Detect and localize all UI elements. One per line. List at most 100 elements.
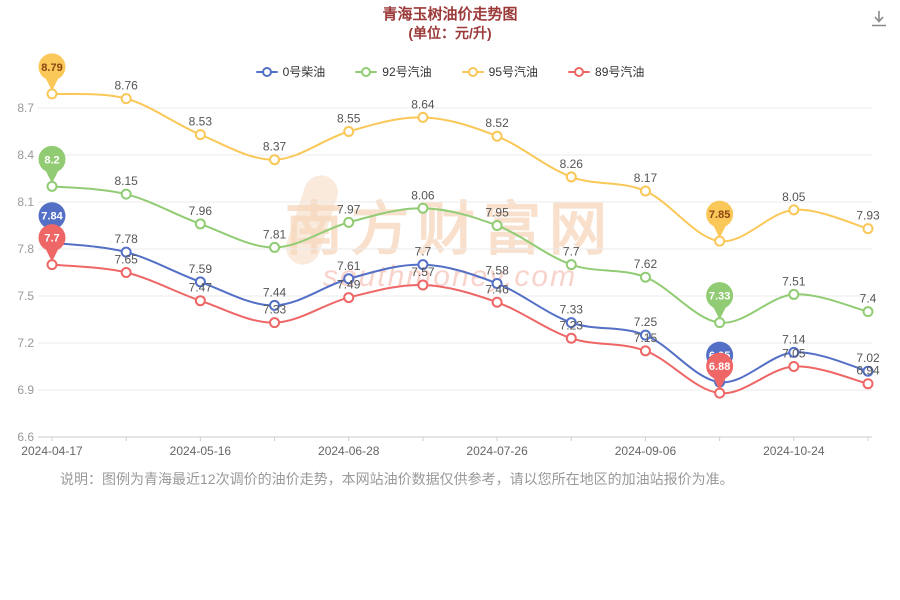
value-badge [38,224,66,252]
data-point [788,346,800,358]
data-point [417,259,429,271]
data-point [862,223,874,235]
x-axis-label: 2024-07-26 [466,444,528,458]
data-point [269,154,281,166]
series-line-0 [51,241,869,384]
data-label: 7.93 [856,209,880,223]
legend-label: 89号汽油 [595,65,645,79]
data-label: 7.44 [263,285,287,299]
download-button[interactable] [868,8,890,30]
data-point [120,246,132,258]
data-label: 8.17 [634,171,658,185]
data-label: 7.51 [782,274,806,288]
data-label: 7.57 [411,265,435,279]
series-line-3 [51,263,869,395]
data-label: 7.61 [337,259,361,273]
data-label: 7.4 [860,292,877,306]
data-point [565,171,577,183]
value-badge-tail [713,226,726,239]
data-point [194,218,206,230]
data-point [788,288,800,300]
data-label: 8.53 [189,115,213,129]
disclaimer-note: 说明：图例为青海最近12次调价的油价走势，本网站油价数据仅供参考，请以您所在地区… [60,471,734,487]
data-label: 7.33 [560,303,584,317]
legend-item-0[interactable]: 0号柴油 [255,63,325,80]
value-badge-tail [46,249,58,262]
data-label: 6.94 [856,364,880,378]
data-label: 7.47 [189,281,213,295]
y-axis-label: 7.2 [17,336,34,350]
data-label: 7.95 [485,205,509,219]
value-badge-tail [46,78,58,91]
data-point [491,277,503,289]
data-label: 7.25 [634,315,658,329]
data-label: 8.15 [115,174,139,188]
value-badge-label: 7.84 [41,211,63,223]
data-label: 7.14 [782,332,806,346]
legend-item-2[interactable]: 95号汽油 [461,63,539,80]
data-point [788,204,800,216]
x-axis-label: 2024-06-28 [318,444,380,458]
data-label: 7.05 [782,346,806,360]
value-badge-label: 7.33 [709,291,730,303]
oil-price-trend-chart: 6.6 6.9 7.2 7.5 7.8 8.1 8.4 8.7 2024-04-17 2024-0… [17,53,880,458]
data-point [269,241,281,253]
data-label: 7.15 [634,331,658,345]
data-label: 7.7 [563,245,580,259]
data-point [194,276,206,288]
y-axis-label: 7.8 [17,242,34,256]
download-icon [872,11,886,27]
data-label: 7.65 [115,252,139,266]
value-badge [38,53,66,81]
data-point [788,360,800,372]
data-label: 7.02 [856,351,880,365]
chart-header: 青海玉树油价走势图 (单位：元/升) [0,6,900,42]
legend-item-1[interactable]: 92号汽油 [355,63,432,80]
y-axis-label: 7.5 [17,289,34,303]
data-point [491,130,503,142]
legend-line-icon [355,66,378,77]
data-label: 7.49 [337,278,361,292]
data-point [343,216,355,228]
legend-line-icon [461,66,484,77]
value-badge [38,145,66,173]
data-label: 8.52 [485,116,509,130]
x-axis-label: 2024-05-16 [170,444,232,458]
legend-label: 95号汽油 [488,65,539,79]
value-badge [706,200,734,228]
value-badge [38,202,66,230]
legend-item-3[interactable]: 89号汽油 [568,63,644,80]
value-badge [706,352,734,380]
value-badge-label: 8.2 [44,154,59,166]
data-point [120,266,132,278]
data-point [417,202,429,214]
y-axis-label: 6.6 [17,430,34,444]
data-point [639,345,651,357]
series-line-1 [51,185,869,324]
data-label: 7.59 [189,262,213,276]
data-point [120,188,132,200]
data-label: 8.06 [411,188,435,202]
data-point [269,317,281,329]
data-label: 7.96 [189,204,213,218]
value-badge-tail [713,307,726,320]
data-point [639,329,651,341]
data-point [343,292,355,304]
data-point [639,271,651,283]
y-axis-label: 6.9 [17,383,34,397]
data-point [491,296,503,308]
data-label: 7.58 [485,263,509,277]
data-point [565,259,577,271]
data-label: 7.7 [415,245,432,259]
data-label: 8.37 [263,140,287,154]
data-point [565,332,577,344]
data-point [269,299,281,311]
series-line-2 [51,92,869,243]
data-label: 8.55 [337,111,361,125]
legend-line-icon [568,66,591,77]
data-point [862,365,874,377]
value-badge-label: 8.79 [41,62,62,74]
data-label: 7.62 [634,257,658,271]
data-point [565,317,577,329]
data-label: 7.46 [485,282,509,296]
